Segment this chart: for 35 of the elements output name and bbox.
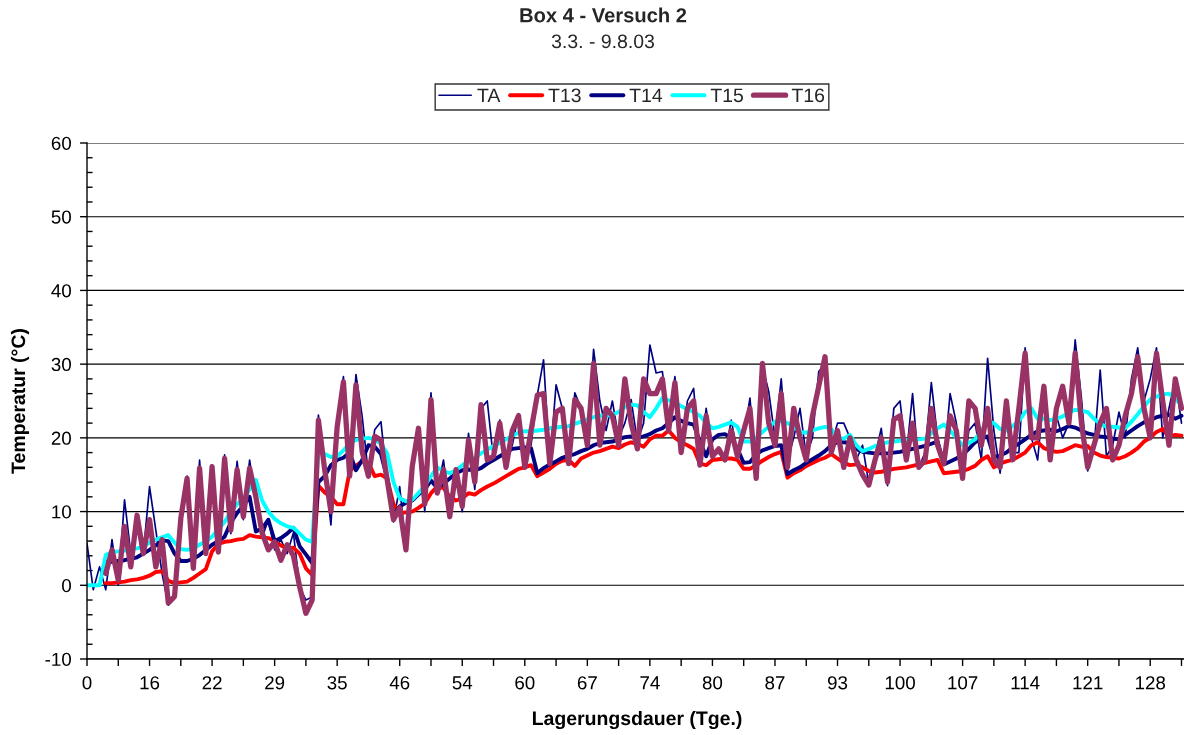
y-tick-label: 10 [52,505,71,519]
x-tick-label: 114 [1011,676,1040,690]
x-tick-label: 93 [827,676,848,690]
x-tick-label: 100 [885,676,915,690]
y-tick-label: 0 [62,578,71,593]
x-tick-label: 16 [140,676,160,690]
x-tick-label: 35 [327,676,347,690]
x-tick-label: 128 [1136,676,1166,690]
x-tick-label: 107 [948,676,978,690]
x-tick-label: 87 [765,676,785,690]
x-tick-label: 46 [389,676,410,690]
legend-label: T16 [791,88,825,103]
x-tick-label: 121 [1073,676,1103,690]
y-tick-label: 60 [51,136,71,150]
legend-label: TA [477,88,501,103]
y-tick-label: 20 [51,431,71,445]
chart-title: Box 4 - Versuch 2 [520,7,687,23]
chart-subtitle: 3.3. - 9.8.03 [551,34,655,49]
y-tick-label: 50 [51,210,71,224]
legend-label: T13 [548,88,581,103]
legend-label: T15 [710,88,743,103]
x-tick-label: 54 [452,676,473,690]
x-tick-label: 22 [202,676,222,690]
y-axis-title: Temperatur (°C) [10,329,30,474]
x-tick-label: 67 [577,676,597,690]
x-tick-label: 0 [82,676,92,690]
x-tick-label: 29 [265,676,285,690]
legend-label: T14 [629,88,663,103]
y-tick-label: 40 [51,284,71,298]
y-tick-label: 30 [51,357,71,372]
x-tick-label: 80 [702,676,723,690]
x-tick-label: 74 [640,676,660,690]
x-tick-label: 60 [515,676,535,690]
y-tick-label: -10 [45,652,71,666]
x-axis-title: Lagerungsdauer (Tge.) [532,710,742,730]
